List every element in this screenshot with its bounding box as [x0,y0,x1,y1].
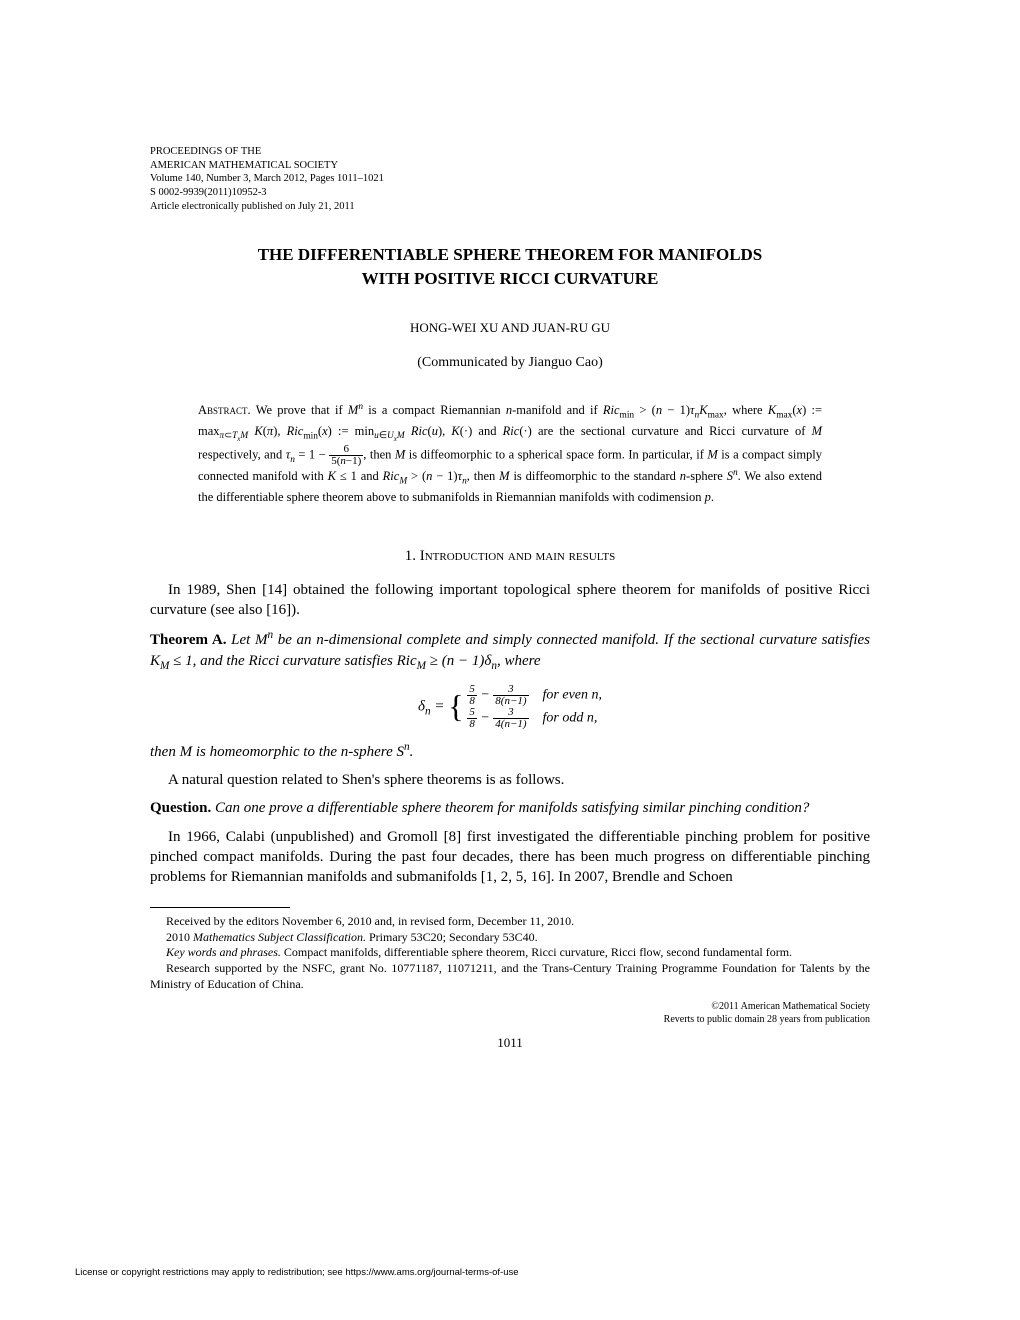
intro-para: In 1989, Shen [14] obtained the followin… [150,580,870,621]
question-text: Can one prove a differentiable sphere th… [215,800,809,816]
footnote-msc: 2010 Mathematics Subject Classification.… [150,930,870,946]
header-line: Article electronically published on July… [150,200,870,214]
theorem-label: Theorem A. [150,632,226,648]
page-number: 1011 [150,1034,870,1052]
footnote-received: Received by the editors November 6, 2010… [150,914,870,930]
theorem-conclusion: then M is homeomorphic to the n-sphere S… [150,740,870,762]
abstract-label: Abstract. [198,403,251,417]
license-footer: License or copyright restrictions may ap… [75,1267,519,1280]
calabi-para: In 1966, Calabi (unpublished) and Gromol… [150,827,870,888]
copyright-line: Reverts to public domain 28 years from p… [150,1013,870,1026]
header-line: S 0002-9939(2011)10952-3 [150,186,870,200]
footnote-keywords: Key words and phrases. Compact manifolds… [150,945,870,961]
natural-question-intro: A natural question related to Shen's sph… [150,770,870,790]
question: Question. Can one prove a differentiable… [150,798,870,818]
theorem-a: Theorem A. Let Mn be an n-dimensional co… [150,628,870,673]
abstract: Abstract. We prove that if Mn is a compa… [198,401,822,505]
authors: HONG-WEI XU AND JUAN-RU GU [150,319,870,337]
header-line: PROCEEDINGS OF THE [150,145,870,159]
copyright: ©2011 American Mathematical Society Reve… [150,1000,870,1026]
communicated-by: (Communicated by Jianguo Cao) [150,354,870,373]
title-line: WITH POSITIVE RICCI CURVATURE [150,267,870,291]
footnotes: Received by the editors November 6, 2010… [150,914,870,992]
paper-title: THE DIFFERENTIABLE SPHERE THEOREM FOR MA… [150,243,870,291]
question-label: Question. [150,800,211,816]
copyright-line: ©2011 American Mathematical Society [150,1000,870,1013]
title-line: THE DIFFERENTIABLE SPHERE THEOREM FOR MA… [150,243,870,267]
header-line: Volume 140, Number 3, March 2012, Pages … [150,172,870,186]
footnote-rule [150,907,290,908]
delta-equation: δn = { 58 − 38(n−1) for even n, 58 − 34(… [150,684,870,730]
journal-header: PROCEEDINGS OF THE AMERICAN MATHEMATICAL… [150,145,870,213]
section-heading: 1. Introduction and main results [150,546,870,566]
footnote-support: Research supported by the NSFC, grant No… [150,961,870,992]
header-line: AMERICAN MATHEMATICAL SOCIETY [150,159,870,173]
